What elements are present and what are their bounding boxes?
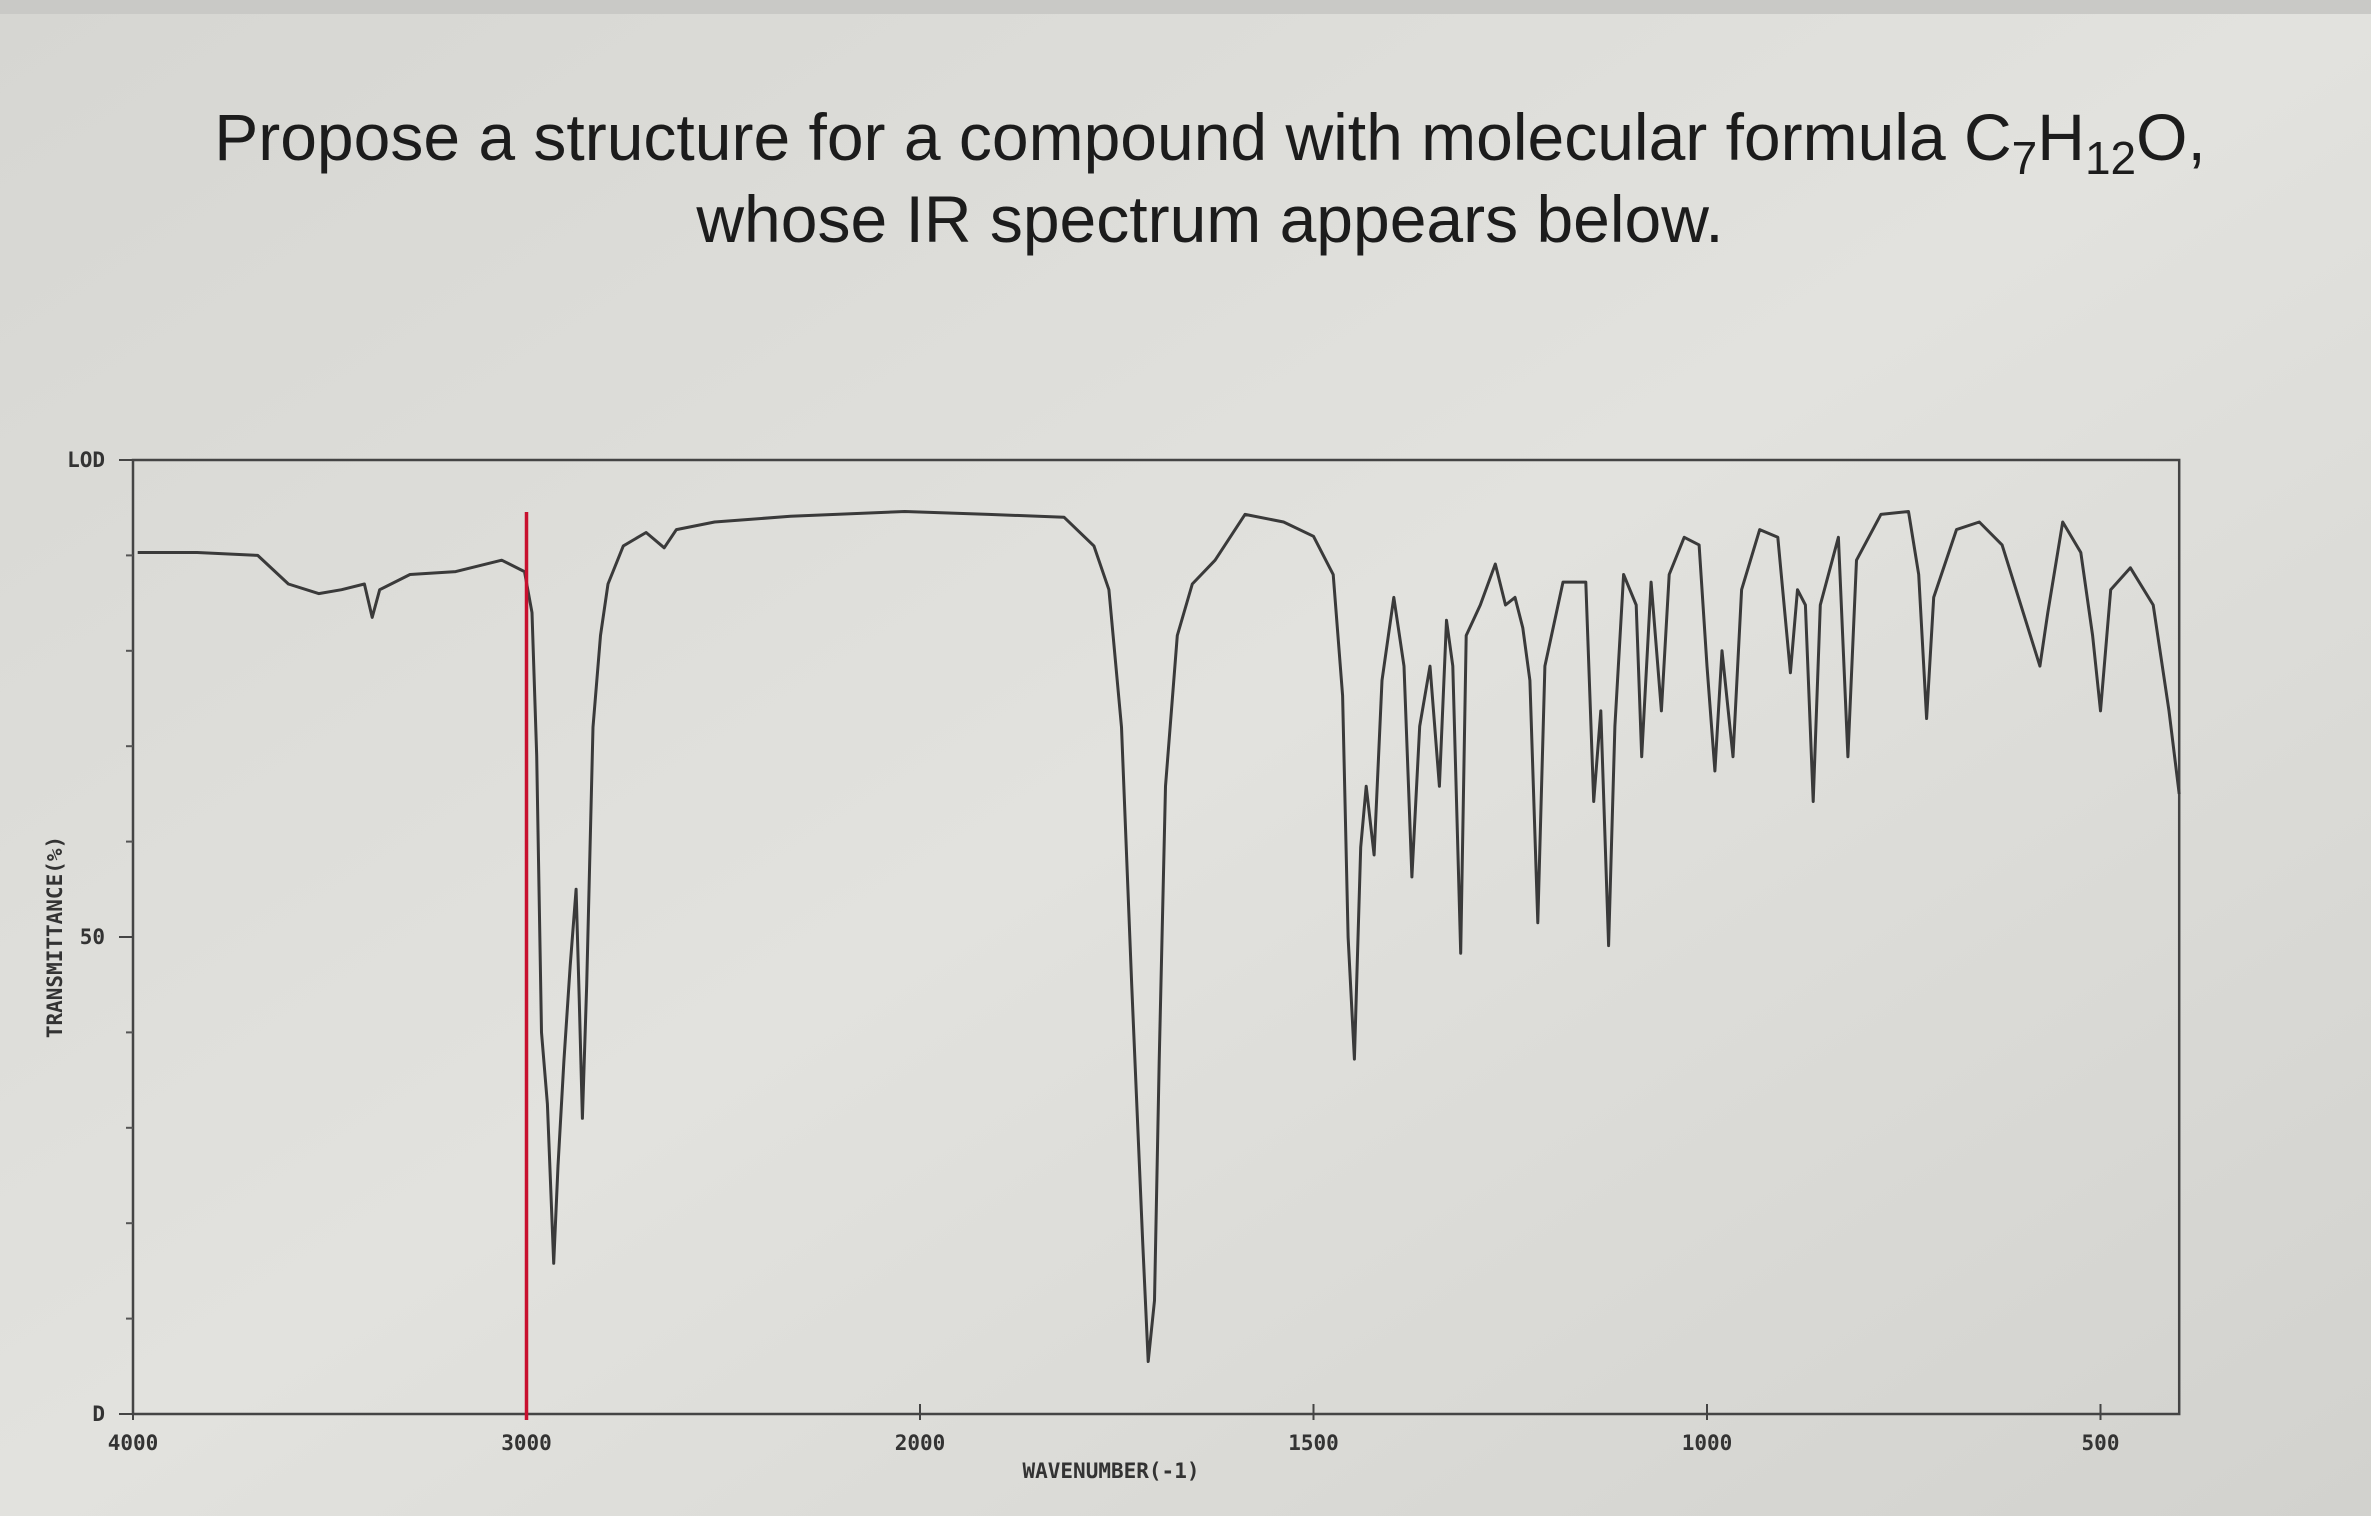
title-line-2: whose IR spectrum appears below. — [695, 182, 1723, 256]
x-tick-label: 500 — [2082, 1431, 2120, 1455]
spectrum-line — [137, 510, 2181, 1363]
y-tick-label: D — [92, 1402, 105, 1426]
x-tick-label: 3000 — [501, 1431, 552, 1455]
title-text: H — [2037, 100, 2085, 174]
y-tick-label: LOD — [67, 448, 105, 472]
x-tick-label: 4000 — [108, 1431, 159, 1455]
x-tick-label: 2000 — [895, 1431, 946, 1455]
y-axis-label: TRANSMITTANCE(%) — [43, 836, 67, 1038]
x-axis-label: WAVENUMBER(-1) — [1022, 1459, 1199, 1483]
title-subscript: 7 — [2012, 132, 2038, 184]
x-tick-label: 1000 — [1682, 1431, 1733, 1455]
y-tick-label: 50 — [80, 925, 105, 949]
title-line-1: Propose a structure for a compound with … — [214, 100, 2206, 184]
x-tick-label: 1500 — [1288, 1431, 1339, 1455]
screen-edge — [0, 0, 2371, 14]
title-subscript: 12 — [2085, 132, 2136, 184]
title-text: O, — [2136, 100, 2206, 174]
title-text: Propose a structure for a compound with … — [214, 100, 2011, 174]
